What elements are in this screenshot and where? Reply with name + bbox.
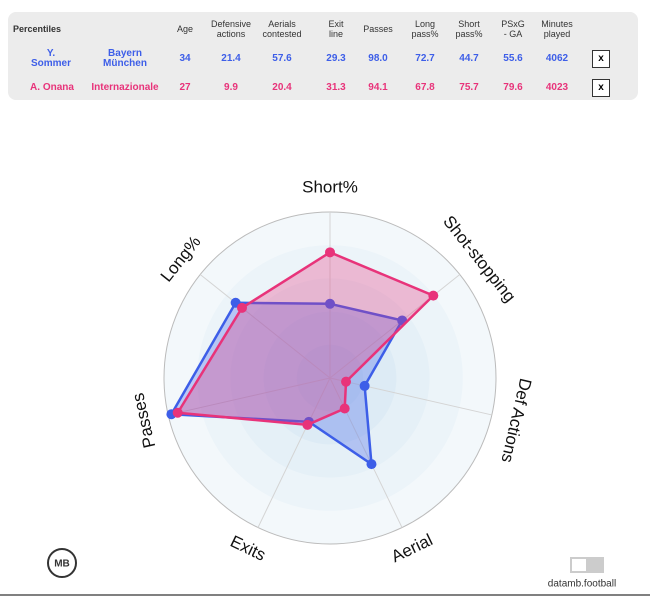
table-value: 67.8 bbox=[415, 82, 435, 93]
radar-spoke bbox=[168, 377, 331, 416]
table-value: 27 bbox=[179, 82, 191, 93]
header-cell: Long pass% bbox=[411, 19, 439, 39]
table-value: 34 bbox=[179, 53, 191, 64]
header-cell: Short pass% bbox=[455, 19, 483, 39]
table-value: 72.7 bbox=[415, 53, 435, 64]
axis-label: Short% bbox=[302, 177, 358, 196]
table-value: 31.3 bbox=[326, 82, 346, 93]
header-cell: Exit line bbox=[328, 19, 344, 39]
radar-point bbox=[237, 302, 248, 313]
table-value: 4023 bbox=[545, 82, 569, 93]
remove-button[interactable]: x bbox=[592, 50, 610, 68]
remove-button[interactable]: x bbox=[592, 79, 610, 97]
axis-label: Def Actions bbox=[497, 376, 535, 464]
table-value: 9.9 bbox=[224, 82, 238, 93]
radar-point bbox=[302, 419, 313, 430]
team-name: Internazionale bbox=[91, 82, 159, 93]
radar-point bbox=[325, 298, 335, 309]
player-name: Y. Sommer bbox=[30, 48, 71, 69]
table-value: 79.6 bbox=[503, 82, 523, 93]
table-value: 4062 bbox=[545, 53, 569, 64]
radar-spoke bbox=[257, 377, 331, 528]
radar-point bbox=[366, 459, 377, 470]
radar-area bbox=[175, 250, 436, 427]
comparison-table: Percentiles Age Defensive actions Aerials c… bbox=[8, 12, 638, 100]
table-value: 57.6 bbox=[272, 53, 292, 64]
header-cell: Passes bbox=[363, 24, 393, 34]
axis-label: Passes bbox=[128, 391, 159, 450]
header-cell: PSxG - GA bbox=[501, 19, 525, 39]
table-value: 94.1 bbox=[368, 82, 388, 93]
radar-point bbox=[172, 407, 183, 418]
team-name: Bayern München bbox=[103, 48, 147, 69]
radar-point bbox=[339, 403, 350, 414]
radar-spoke bbox=[329, 377, 403, 528]
header-cell: Defensive actions bbox=[210, 19, 252, 39]
header-cell: Aerials contested bbox=[262, 19, 302, 39]
table-value: 98.0 bbox=[368, 53, 388, 64]
radar-spoke bbox=[329, 274, 461, 379]
table-value: 55.6 bbox=[503, 53, 523, 64]
toggle-knob bbox=[572, 559, 586, 571]
table-value: 29.3 bbox=[326, 53, 346, 64]
radar-point bbox=[341, 376, 352, 387]
player-name: A. Onana bbox=[30, 82, 74, 93]
radar-point bbox=[428, 290, 439, 301]
radar-point bbox=[359, 380, 370, 391]
logo-text: MB bbox=[54, 559, 70, 570]
table-value: 75.7 bbox=[459, 82, 479, 93]
header-cell: Percentiles bbox=[13, 24, 62, 34]
radar-point bbox=[325, 247, 335, 258]
header-cell: Minutes played bbox=[541, 19, 573, 39]
table-value: 21.4 bbox=[221, 53, 241, 64]
header-cell: Age bbox=[176, 24, 193, 34]
axis-label: Aerial bbox=[388, 530, 435, 566]
table-value: 44.7 bbox=[459, 53, 479, 64]
axis-label: Exits bbox=[227, 532, 268, 565]
radar-spoke bbox=[199, 274, 331, 379]
table-value: 20.4 bbox=[272, 82, 292, 93]
brand: datamb.football bbox=[548, 579, 616, 590]
logo bbox=[47, 548, 77, 578]
radar-spoke bbox=[329, 377, 492, 416]
